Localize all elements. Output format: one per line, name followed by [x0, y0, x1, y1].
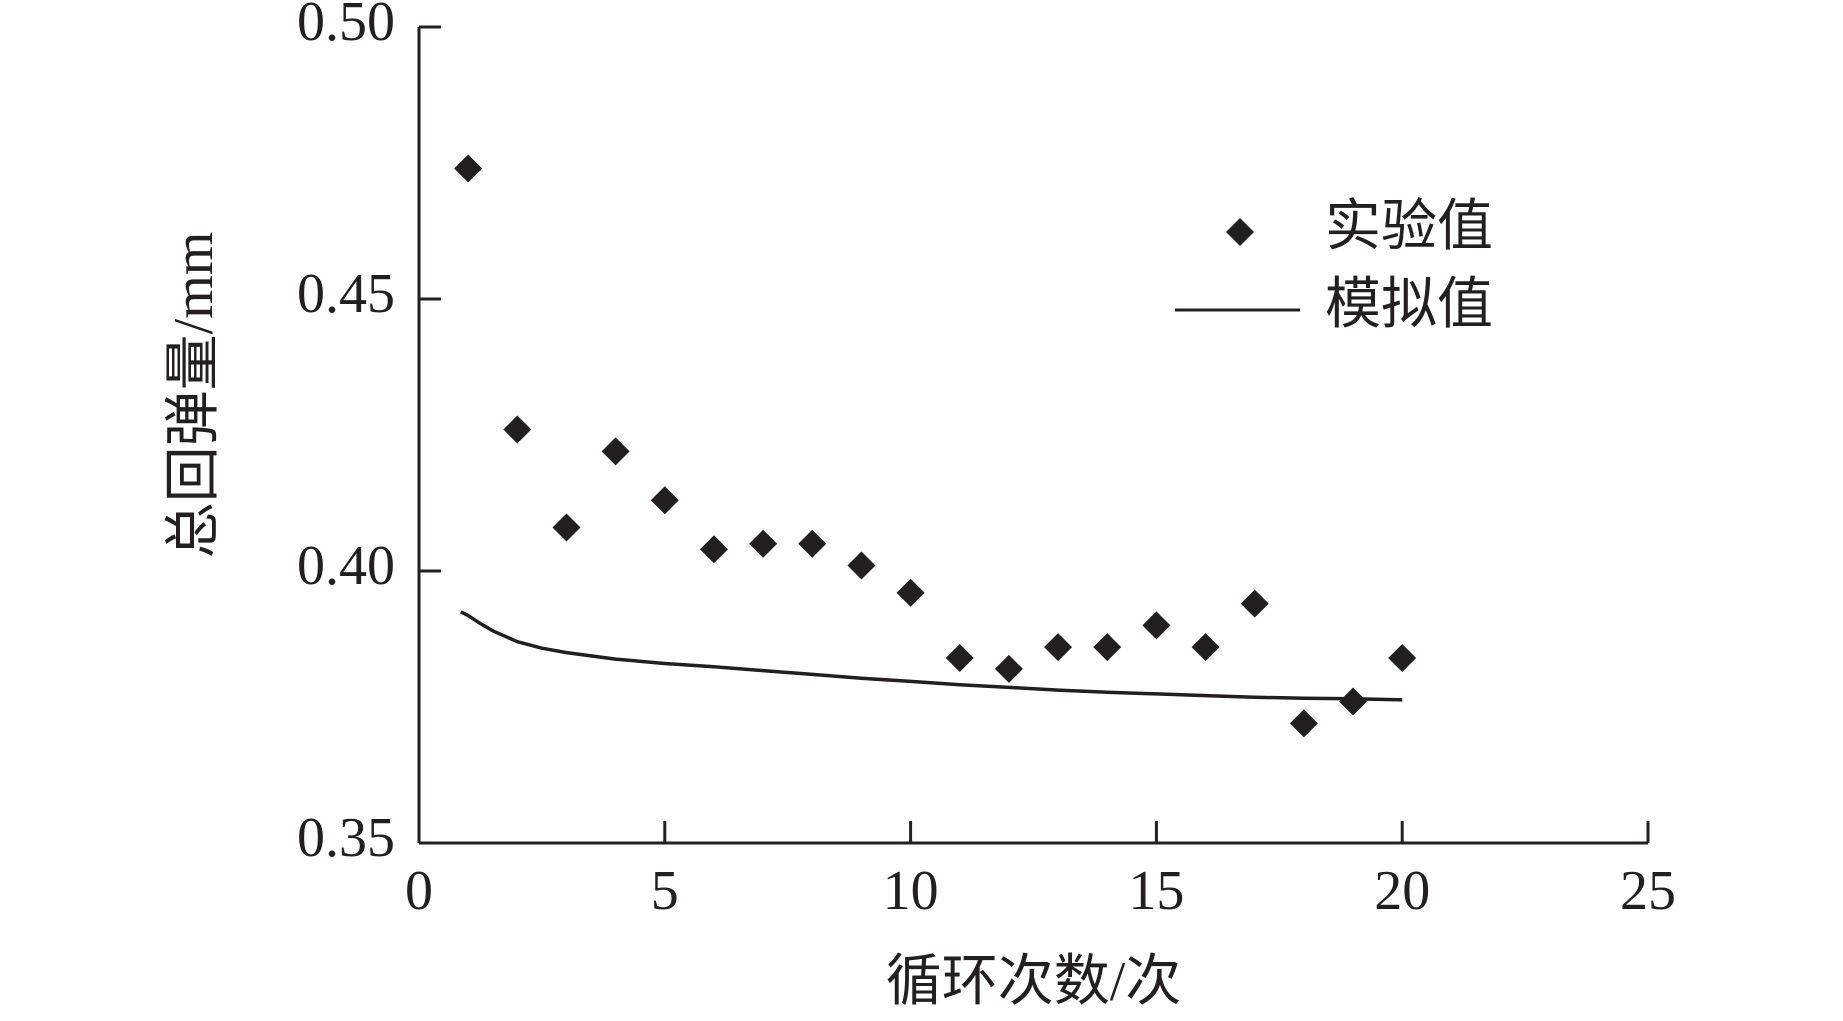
- legend-marker-diamond: [1226, 218, 1254, 246]
- data-point-experimental: [699, 535, 728, 564]
- x-tick-label: 5: [651, 860, 679, 922]
- legend-label-simulated: 模拟值: [1325, 274, 1493, 336]
- data-point-experimental: [552, 513, 581, 542]
- data-point-experimental: [1289, 709, 1318, 738]
- data-point-experimental: [1093, 633, 1122, 662]
- y-axis-ticks: 0.35 0.40 0.45 0.50: [297, 0, 441, 869]
- data-point-experimental: [1191, 633, 1220, 662]
- data-point-experimental: [994, 654, 1023, 683]
- data-point-experimental: [847, 551, 876, 580]
- x-tick-label: 10: [883, 860, 939, 922]
- x-axis-ticks: 0 5 10 15 20 25: [405, 821, 1676, 922]
- x-axis-label: 循环次数/次: [886, 951, 1182, 1013]
- x-tick-label: 0: [405, 860, 433, 922]
- data-point-experimental: [1044, 633, 1073, 662]
- data-point-experimental: [503, 415, 532, 444]
- data-point-experimental: [1240, 589, 1269, 618]
- axes: 0 5 10 15 20 25 0.35 0.40 0.45 0.50: [297, 0, 1676, 922]
- data-point-experimental: [749, 529, 778, 558]
- y-tick-label: 0.35: [297, 807, 395, 869]
- data-point-experimental: [945, 644, 974, 673]
- x-tick-label: 20: [1374, 860, 1430, 922]
- legend: 实验值 模拟值: [1175, 196, 1493, 336]
- y-tick-label: 0.40: [297, 535, 395, 597]
- series-line-simulated: [460, 610, 1403, 702]
- x-tick-label: 25: [1620, 860, 1676, 922]
- data-point-experimental: [650, 486, 679, 515]
- legend-label-experimental: 实验值: [1325, 196, 1493, 258]
- data-point-experimental: [798, 529, 827, 558]
- plot-area: [454, 154, 1417, 738]
- data-point-experimental: [896, 578, 925, 607]
- data-point-experimental: [1388, 644, 1417, 673]
- y-tick-label: 0.45: [297, 263, 395, 325]
- x-tick-label: 15: [1128, 860, 1184, 922]
- y-axis-label: 总回弹量/mm: [163, 232, 225, 559]
- data-point-experimental: [454, 154, 483, 183]
- data-point-experimental: [601, 437, 630, 466]
- data-point-experimental: [1142, 611, 1171, 640]
- data-point-experimental: [1339, 687, 1368, 716]
- y-tick-label: 0.50: [297, 0, 395, 53]
